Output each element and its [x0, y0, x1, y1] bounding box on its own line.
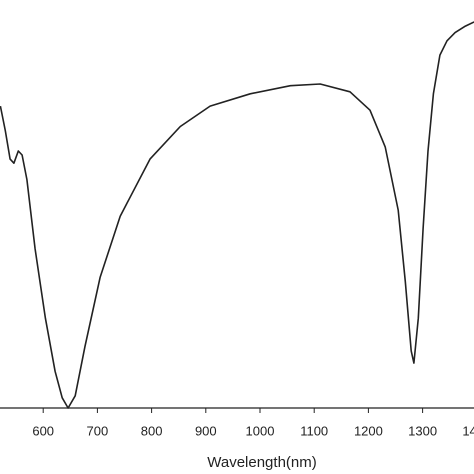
x-tick-label: 1400	[462, 423, 474, 438]
x-tick-label: 1100	[300, 423, 328, 438]
x-tick-label: 1000	[246, 423, 275, 438]
x-tick-label: 1300	[408, 423, 437, 438]
x-tick-label: 1200	[354, 423, 383, 438]
x-tick-label: 600	[32, 423, 54, 438]
x-tick-label: 700	[87, 423, 109, 438]
data-line	[0, 21, 474, 409]
x-tick-label: 900	[195, 423, 217, 438]
x-axis-title: Wavelength(nm)	[207, 454, 316, 471]
x-tick-label: 800	[141, 423, 163, 438]
